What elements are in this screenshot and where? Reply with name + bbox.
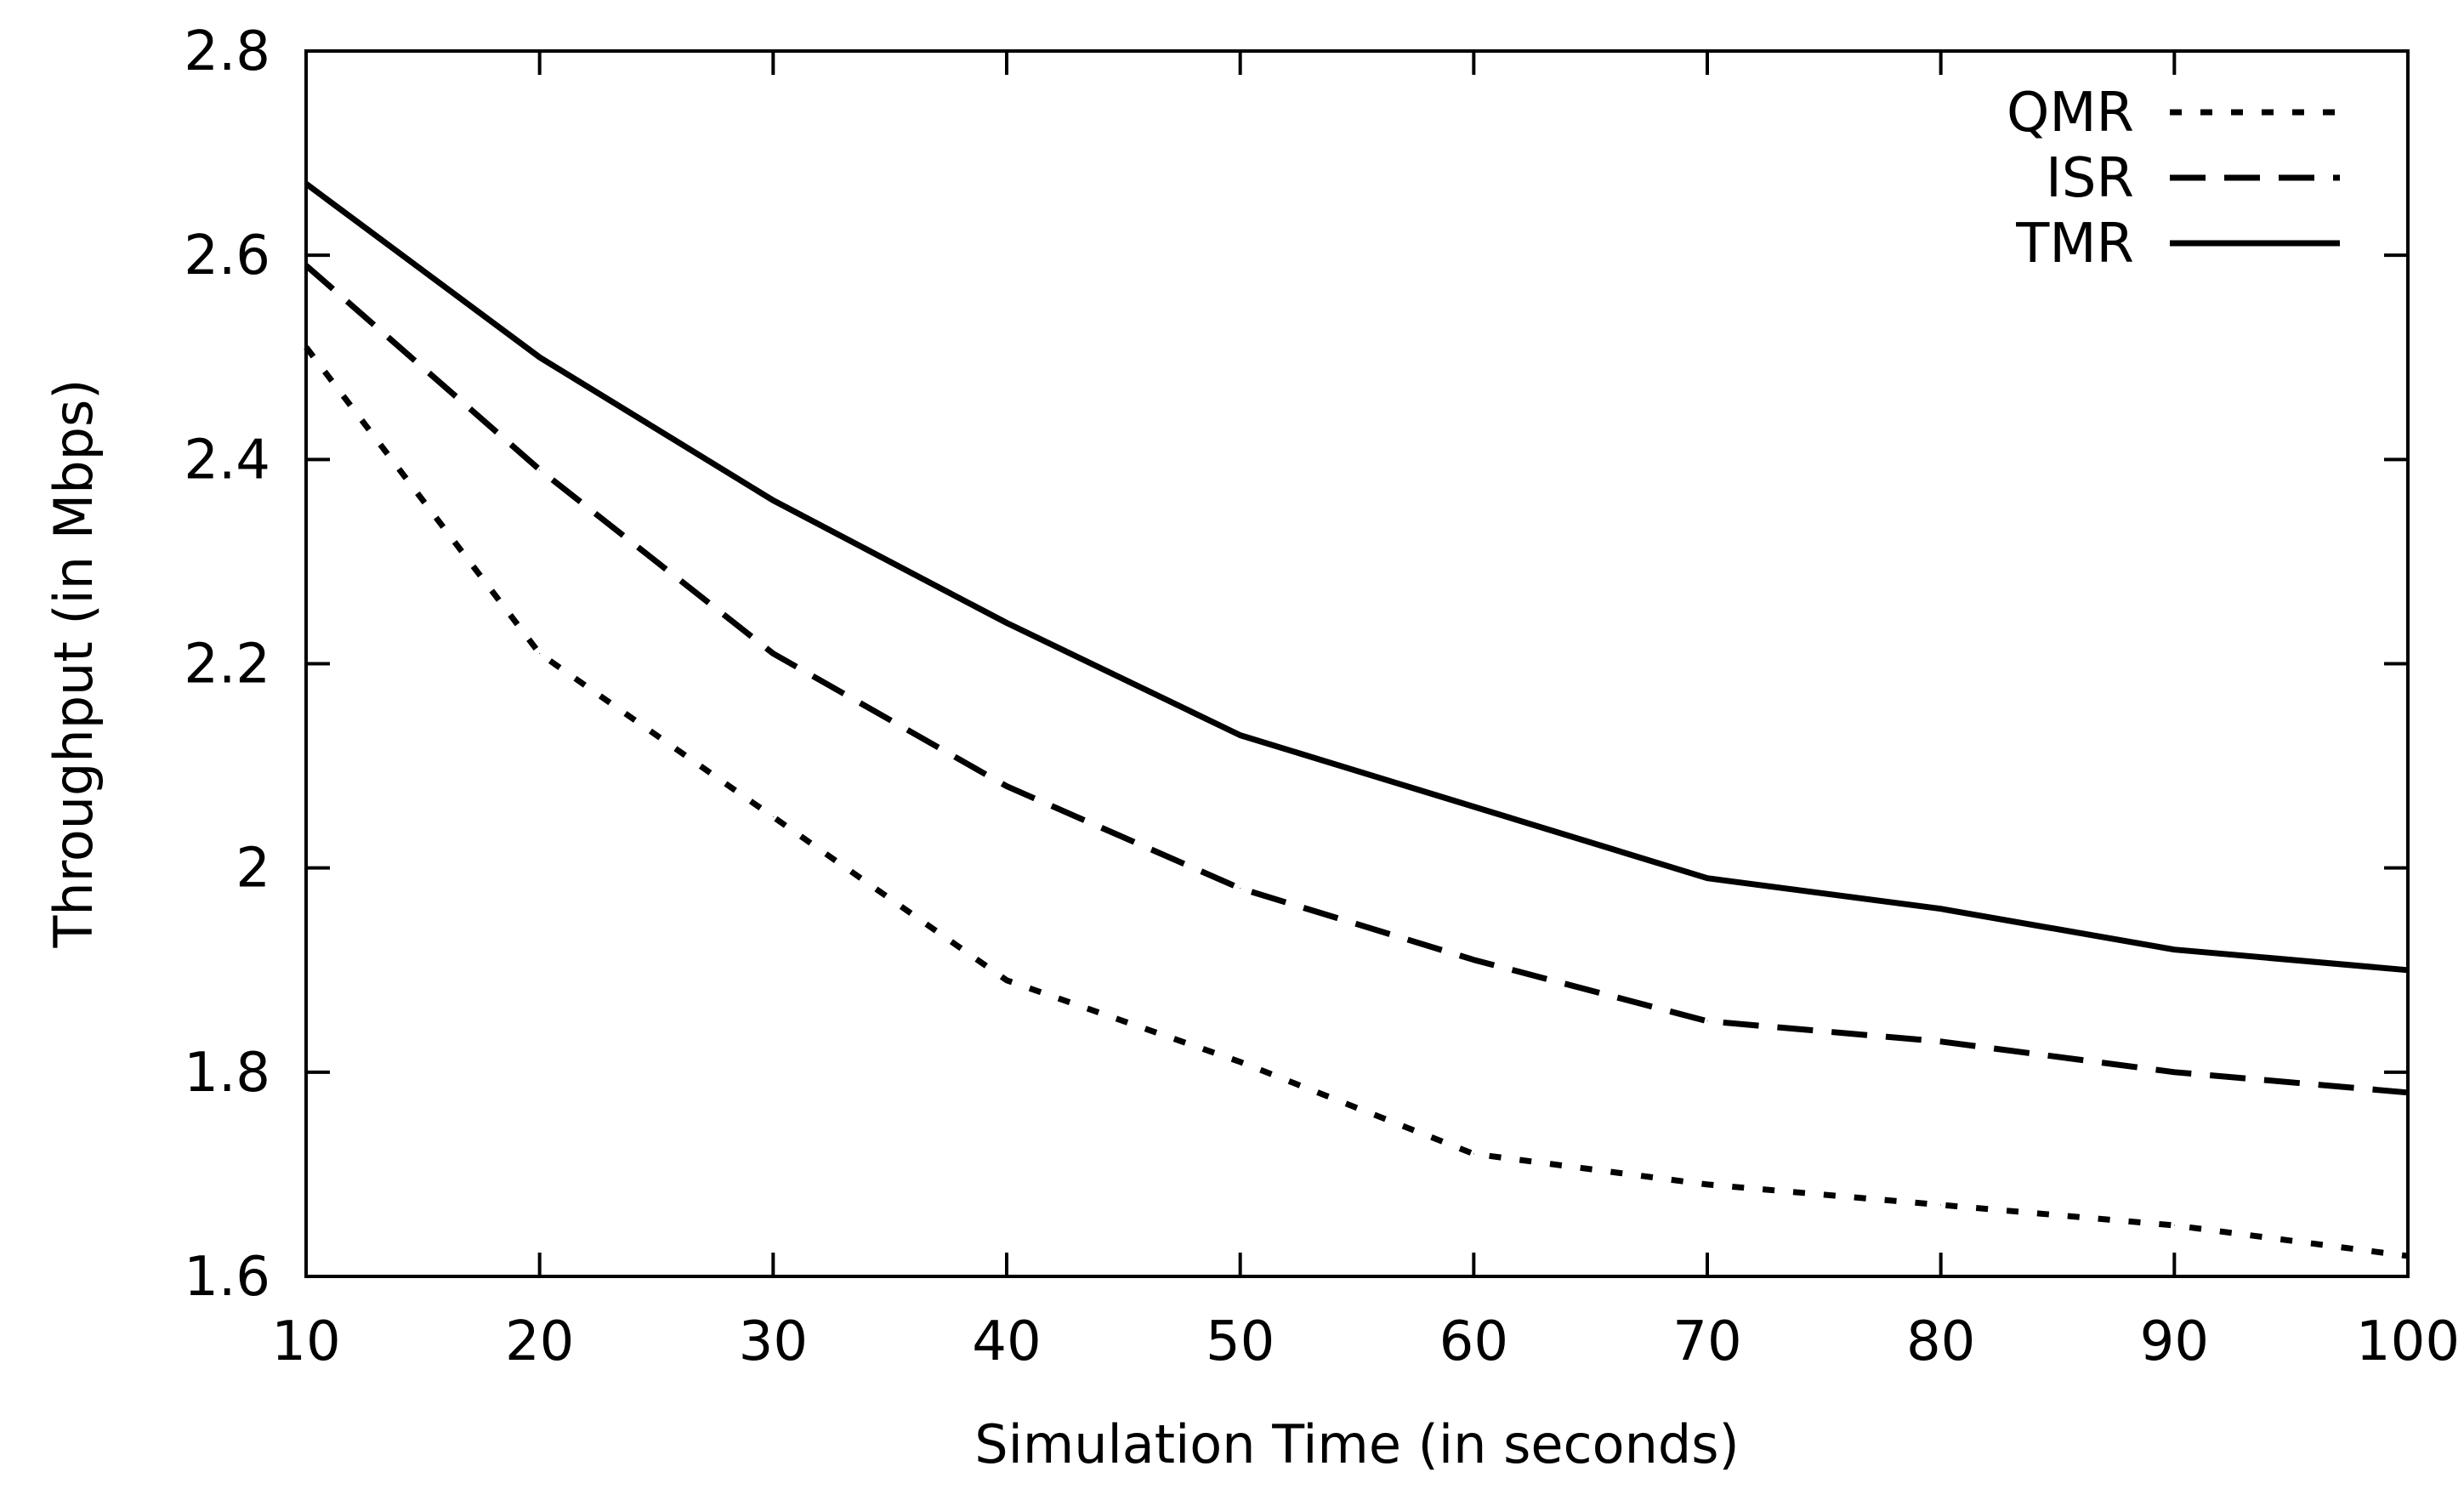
- data-point-isr: [539, 469, 541, 470]
- data-point-tmr: [1006, 622, 1008, 623]
- y-tick-label: 1.6: [184, 1246, 270, 1309]
- x-tick-label: 10: [271, 1310, 340, 1373]
- x-tick-label: 50: [1206, 1310, 1275, 1373]
- data-point-tmr: [539, 356, 541, 358]
- y-tick-label: 1.8: [184, 1042, 270, 1105]
- data-point-isr: [2173, 1071, 2175, 1073]
- series-line-isr: [304, 263, 2409, 1096]
- data-point-qmr: [1706, 1184, 1708, 1185]
- data-point-qmr: [772, 816, 774, 818]
- legend-label-tmr: TMR: [2015, 213, 2134, 276]
- data-point-tmr: [1473, 806, 1474, 808]
- x-axis-label: Simulation Time (in seconds): [974, 1413, 1739, 1475]
- legend-label-isr: ISR: [2046, 147, 2134, 210]
- x-tick-label: 80: [1906, 1310, 1975, 1373]
- data-point-isr: [1940, 1041, 1942, 1043]
- x-tick-label: 70: [1672, 1310, 1741, 1373]
- data-point-qmr: [539, 652, 541, 654]
- data-point-isr: [772, 652, 774, 654]
- data-point-qmr: [1240, 1061, 1241, 1063]
- y-tick-labels: 1.6 1.8 2 2.2 2.4 2.6 2.8: [184, 20, 270, 1309]
- y-tick-label: 2.8: [184, 20, 270, 83]
- series-line-qmr: [304, 345, 2409, 1259]
- x-tick-label: 60: [1439, 1310, 1508, 1373]
- data-point-qmr: [1473, 1153, 1474, 1155]
- data-point-tmr: [772, 499, 774, 501]
- y-tick-label: 2: [236, 838, 270, 901]
- data-point-tmr: [2173, 949, 2175, 951]
- plot-frame: [304, 49, 2410, 1278]
- data-point-isr: [1706, 1020, 1708, 1022]
- x-tick-label: 90: [2140, 1310, 2209, 1373]
- y-tick-label: 2.4: [184, 429, 270, 492]
- data-point-tmr: [1940, 908, 1942, 910]
- series-line-tmr: [304, 181, 2409, 974]
- y-tick-label: 2.6: [184, 224, 270, 287]
- data-point-isr: [1240, 888, 1241, 889]
- x-tick-label: 20: [505, 1310, 574, 1373]
- x-tick-label: 40: [972, 1310, 1041, 1373]
- data-point-qmr: [1940, 1204, 1942, 1206]
- data-point-tmr: [1240, 735, 1241, 736]
- x-tick-label: 30: [739, 1310, 808, 1373]
- y-tick-label: 2.2: [184, 634, 270, 696]
- legend-label-qmr: QMR: [2007, 82, 2134, 145]
- data-point-isr: [1473, 959, 1474, 961]
- y-axis-label: Throughput (in Mbps): [43, 379, 105, 949]
- data-point-isr: [1006, 786, 1008, 787]
- x-tick-labels: 10 20 30 40 50 60 70 80 90 100: [271, 1310, 2460, 1373]
- x-tick-label: 100: [2356, 1310, 2460, 1373]
